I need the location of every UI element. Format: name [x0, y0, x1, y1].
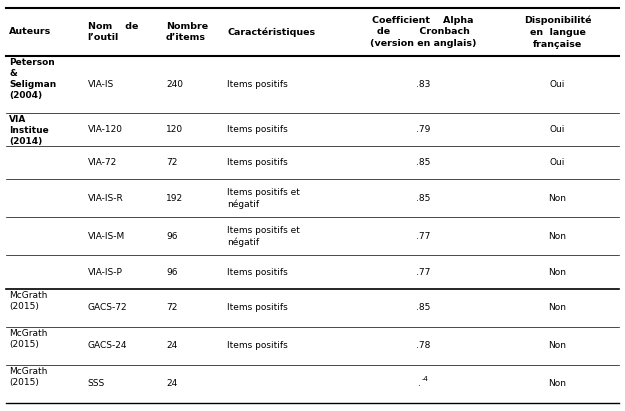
- Text: .77: .77: [416, 232, 430, 241]
- Text: Items positifs et
négatif: Items positifs et négatif: [227, 188, 300, 209]
- Text: VIA-120: VIA-120: [88, 125, 122, 134]
- Text: Items positifs: Items positifs: [227, 80, 288, 89]
- Text: .: .: [418, 379, 421, 388]
- Text: Non: Non: [549, 232, 566, 241]
- Text: Non: Non: [549, 303, 566, 312]
- Text: VIA-IS: VIA-IS: [88, 80, 114, 89]
- Text: SSS: SSS: [88, 379, 105, 388]
- Text: Nombre
d’items: Nombre d’items: [166, 22, 208, 42]
- Text: Auteurs: Auteurs: [9, 28, 52, 37]
- Text: Nom    de
l’outil: Nom de l’outil: [88, 22, 138, 42]
- Text: Peterson
&
Seligman
(2004): Peterson & Seligman (2004): [9, 58, 57, 100]
- Text: .85: .85: [416, 303, 430, 312]
- Text: .85: .85: [416, 158, 430, 167]
- Text: -4: -4: [421, 376, 428, 382]
- Text: .83: .83: [416, 80, 430, 89]
- Text: Oui: Oui: [550, 80, 565, 89]
- Text: VIA-IS-M: VIA-IS-M: [88, 232, 125, 241]
- Text: VIA-IS-R: VIA-IS-R: [88, 194, 123, 203]
- Text: Items positifs: Items positifs: [227, 341, 288, 350]
- Text: 24: 24: [166, 341, 177, 350]
- Text: VIA
Institue
(2014): VIA Institue (2014): [9, 115, 49, 146]
- Text: 96: 96: [166, 268, 177, 277]
- Text: Coefficient    Alpha
de         Cronbach
(version en anglais): Coefficient Alpha de Cronbach (version e…: [370, 16, 476, 48]
- Text: .77: .77: [416, 268, 430, 277]
- Text: Oui: Oui: [550, 158, 565, 167]
- Text: 96: 96: [166, 232, 177, 241]
- Text: Non: Non: [549, 379, 566, 388]
- Text: Caractéristiques: Caractéristiques: [227, 27, 315, 37]
- Text: Items positifs et
négatif: Items positifs et négatif: [227, 226, 300, 247]
- Text: 72: 72: [166, 303, 177, 312]
- Text: McGrath
(2015): McGrath (2015): [9, 329, 48, 349]
- Text: GACS-24: GACS-24: [88, 341, 127, 350]
- Text: Non: Non: [549, 194, 566, 203]
- Text: .85: .85: [416, 194, 430, 203]
- Text: Oui: Oui: [550, 125, 565, 134]
- Text: Non: Non: [549, 341, 566, 350]
- Text: Non: Non: [549, 268, 566, 277]
- Text: Items positifs: Items positifs: [227, 303, 288, 312]
- Text: Items positifs: Items positifs: [227, 125, 288, 134]
- Text: VIA-72: VIA-72: [88, 158, 117, 167]
- Text: 192: 192: [166, 194, 183, 203]
- Text: 72: 72: [166, 158, 177, 167]
- Text: Items positifs: Items positifs: [227, 268, 288, 277]
- Text: Disponibilité
en  langue
française: Disponibilité en langue française: [524, 16, 591, 48]
- Text: 24: 24: [166, 379, 177, 388]
- Text: McGrath
(2015): McGrath (2015): [9, 291, 48, 311]
- Text: .79: .79: [416, 125, 430, 134]
- Text: Items positifs: Items positifs: [227, 158, 288, 167]
- Text: 120: 120: [166, 125, 183, 134]
- Text: VIA-IS-P: VIA-IS-P: [88, 268, 122, 277]
- Text: 240: 240: [166, 80, 183, 89]
- Text: GACS-72: GACS-72: [88, 303, 128, 312]
- Text: McGrath
(2015): McGrath (2015): [9, 367, 48, 387]
- Text: .78: .78: [416, 341, 430, 350]
